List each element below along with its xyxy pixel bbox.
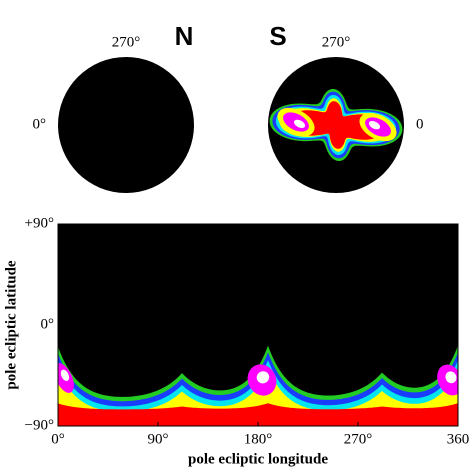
contour — [293, 119, 306, 129]
x-axis-title: pole ecliptic longitude — [188, 451, 328, 467]
x-tick-label: 270° — [344, 431, 373, 447]
emission-band — [58, 345, 458, 426]
angle-tick-label: 0° — [33, 116, 47, 132]
pole-label: S — [269, 21, 286, 51]
polar-disk — [58, 57, 194, 193]
y-tick-label: −90° — [25, 417, 54, 433]
y-tick-label: +90° — [25, 215, 54, 231]
contour — [58, 403, 458, 426]
contour — [60, 369, 70, 381]
emission-region — [269, 89, 403, 161]
y-axis-title: pole ecliptic latitude — [3, 260, 19, 389]
angle-tick-label: 270° — [112, 34, 141, 50]
contour — [368, 120, 381, 130]
contour — [256, 371, 270, 384]
angle-tick-label: 0 — [416, 116, 424, 132]
x-tick-label: 0° — [51, 431, 65, 447]
y-tick-label: 0° — [41, 316, 55, 332]
pole-label: N — [175, 21, 194, 51]
x-tick-label: 360 — [447, 431, 470, 447]
x-tick-label: 90° — [148, 431, 169, 447]
contour — [287, 101, 385, 149]
angle-tick-label: 270° — [322, 34, 351, 50]
contour — [445, 371, 457, 384]
x-tick-label: 180° — [244, 431, 273, 447]
